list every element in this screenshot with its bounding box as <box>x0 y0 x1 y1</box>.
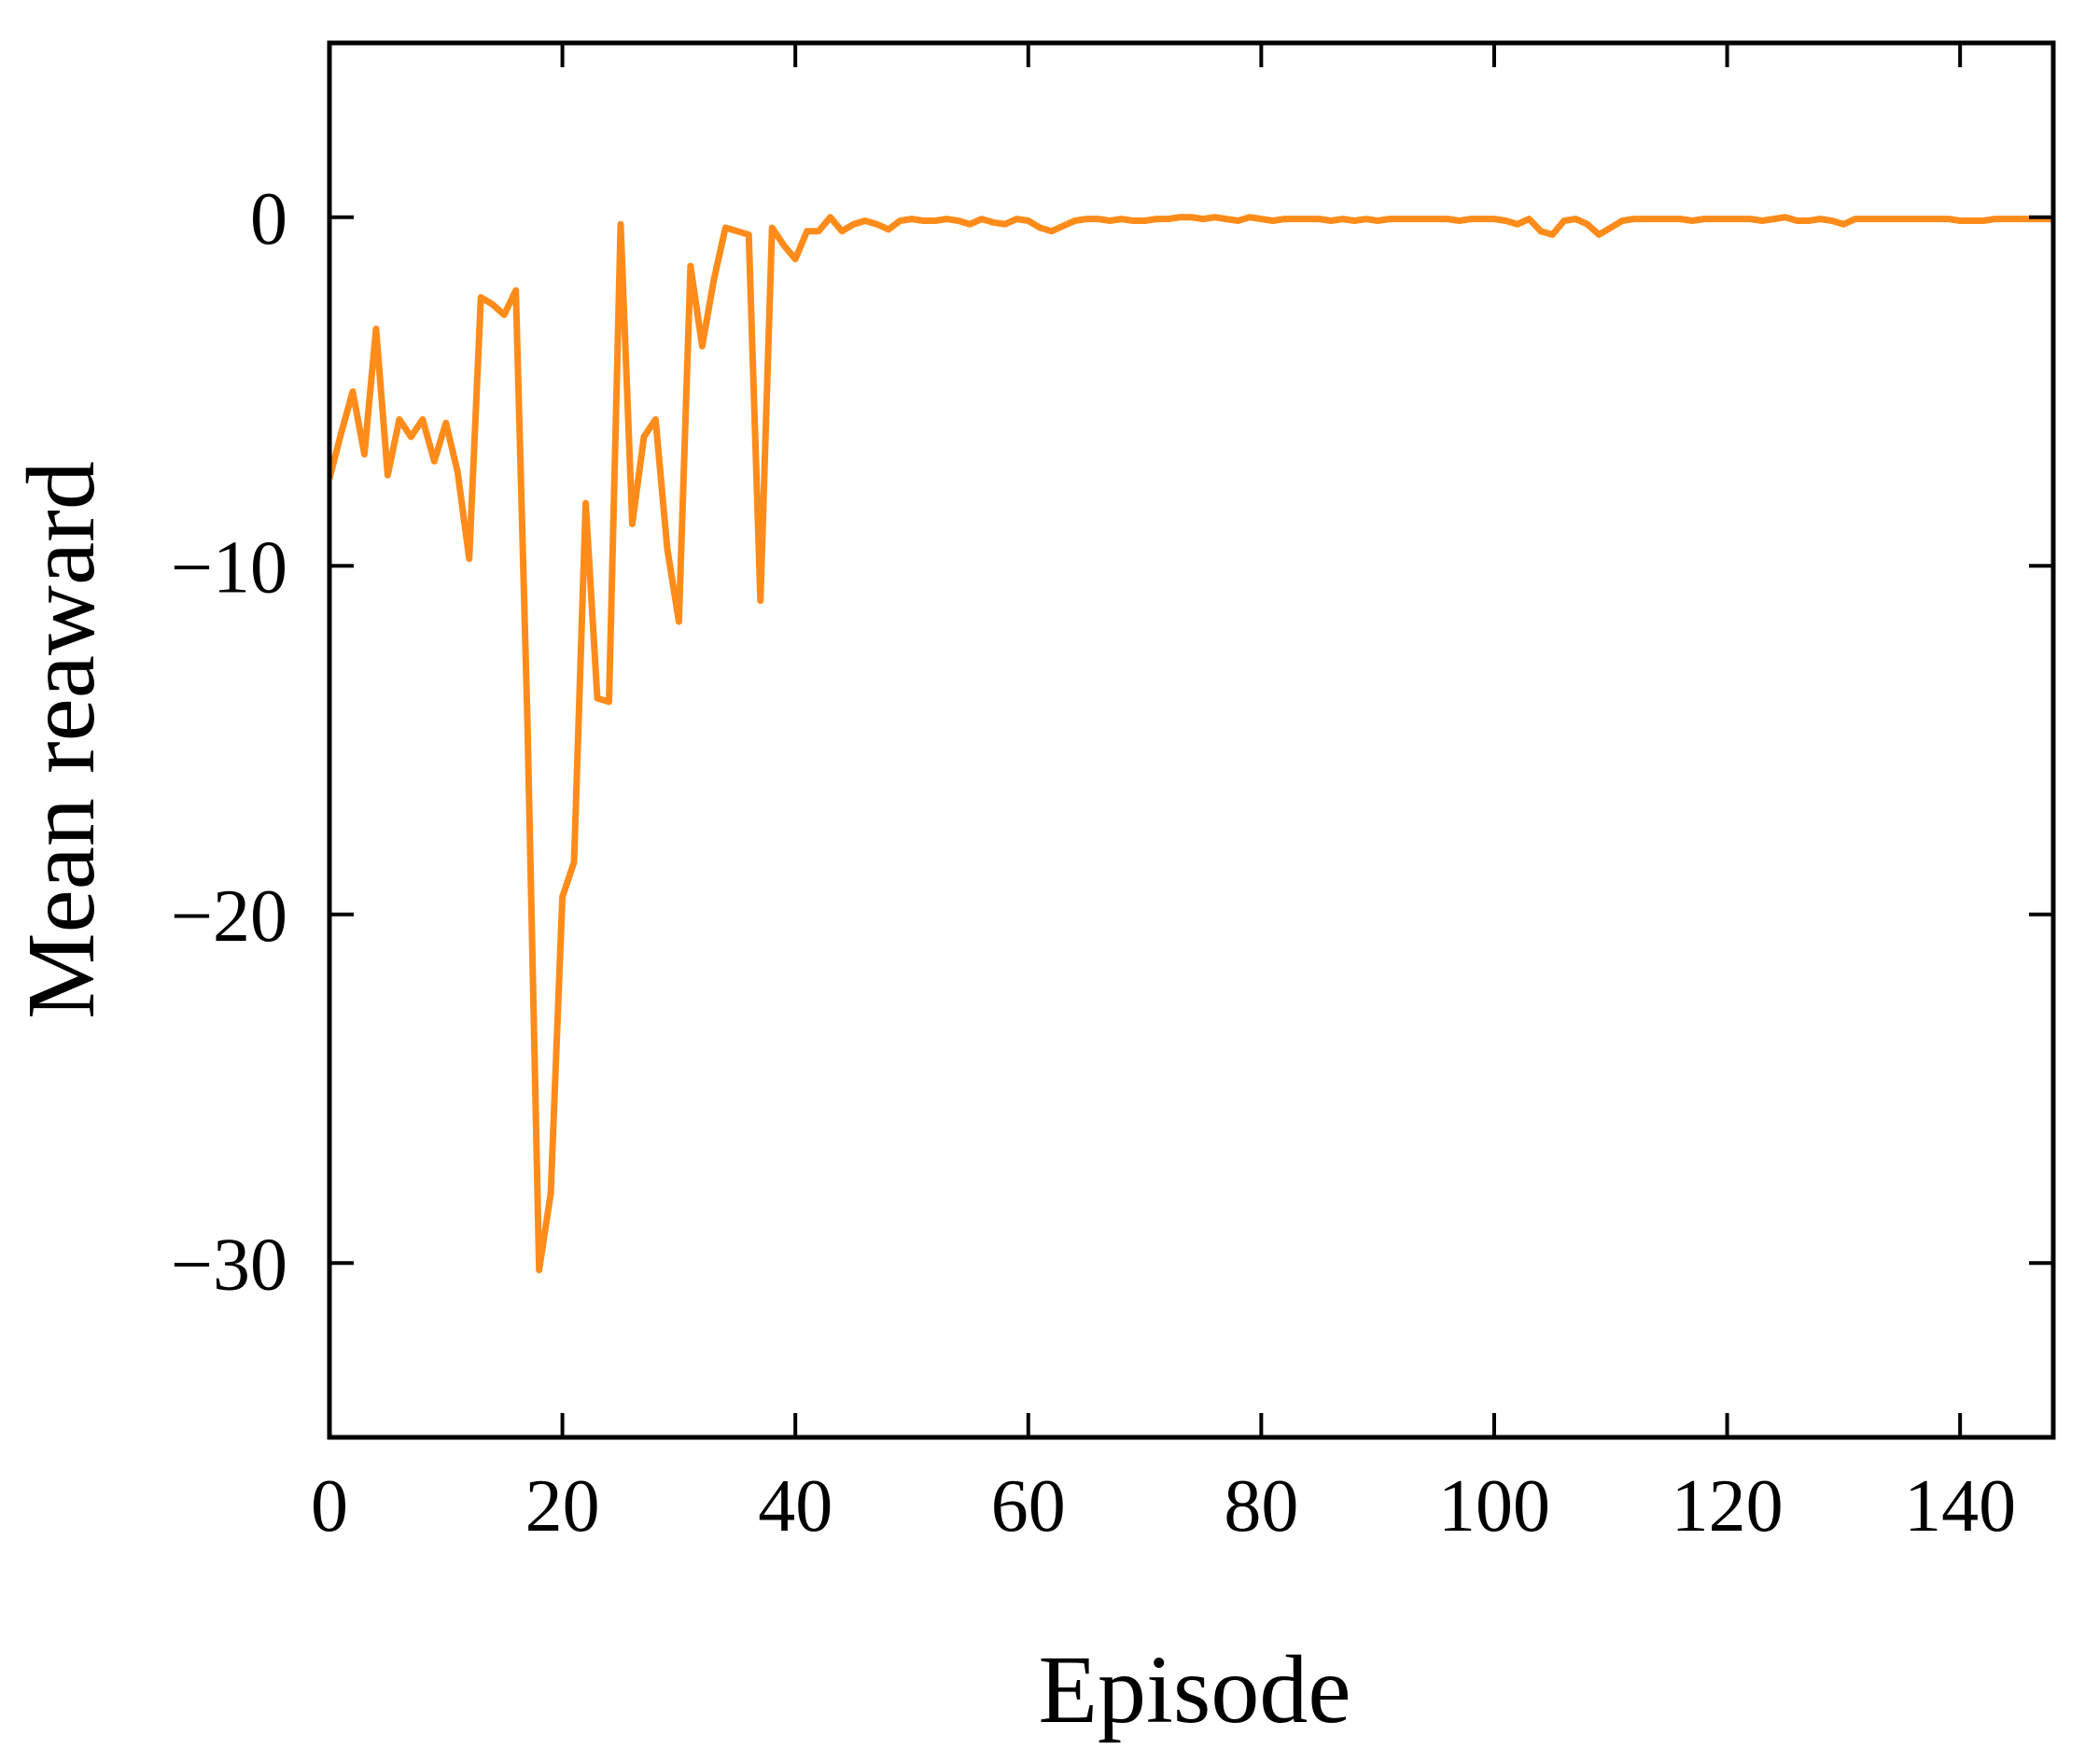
y-tick-label: −20 <box>171 875 287 958</box>
x-tick-label: 60 <box>991 1465 1066 1547</box>
x-tick-label: 0 <box>311 1465 348 1547</box>
plot-frame <box>327 40 2056 1440</box>
x-tick-label: 40 <box>758 1465 833 1547</box>
y-tick-label: 0 <box>250 178 287 260</box>
x-tick-label: 80 <box>1224 1465 1298 1547</box>
y-tick-label: −10 <box>171 526 287 609</box>
x-axis-label: Episode <box>1038 1636 1350 1743</box>
x-tick-label: 100 <box>1438 1465 1550 1547</box>
x-tick-label: 120 <box>1672 1465 1784 1547</box>
data-line <box>329 214 2053 1274</box>
y-tick-label: −30 <box>171 1224 287 1306</box>
x-tick-label: 20 <box>525 1465 600 1547</box>
y-axis-label: Mean reaward <box>7 461 115 1019</box>
x-tick-label: 140 <box>1904 1465 2016 1547</box>
